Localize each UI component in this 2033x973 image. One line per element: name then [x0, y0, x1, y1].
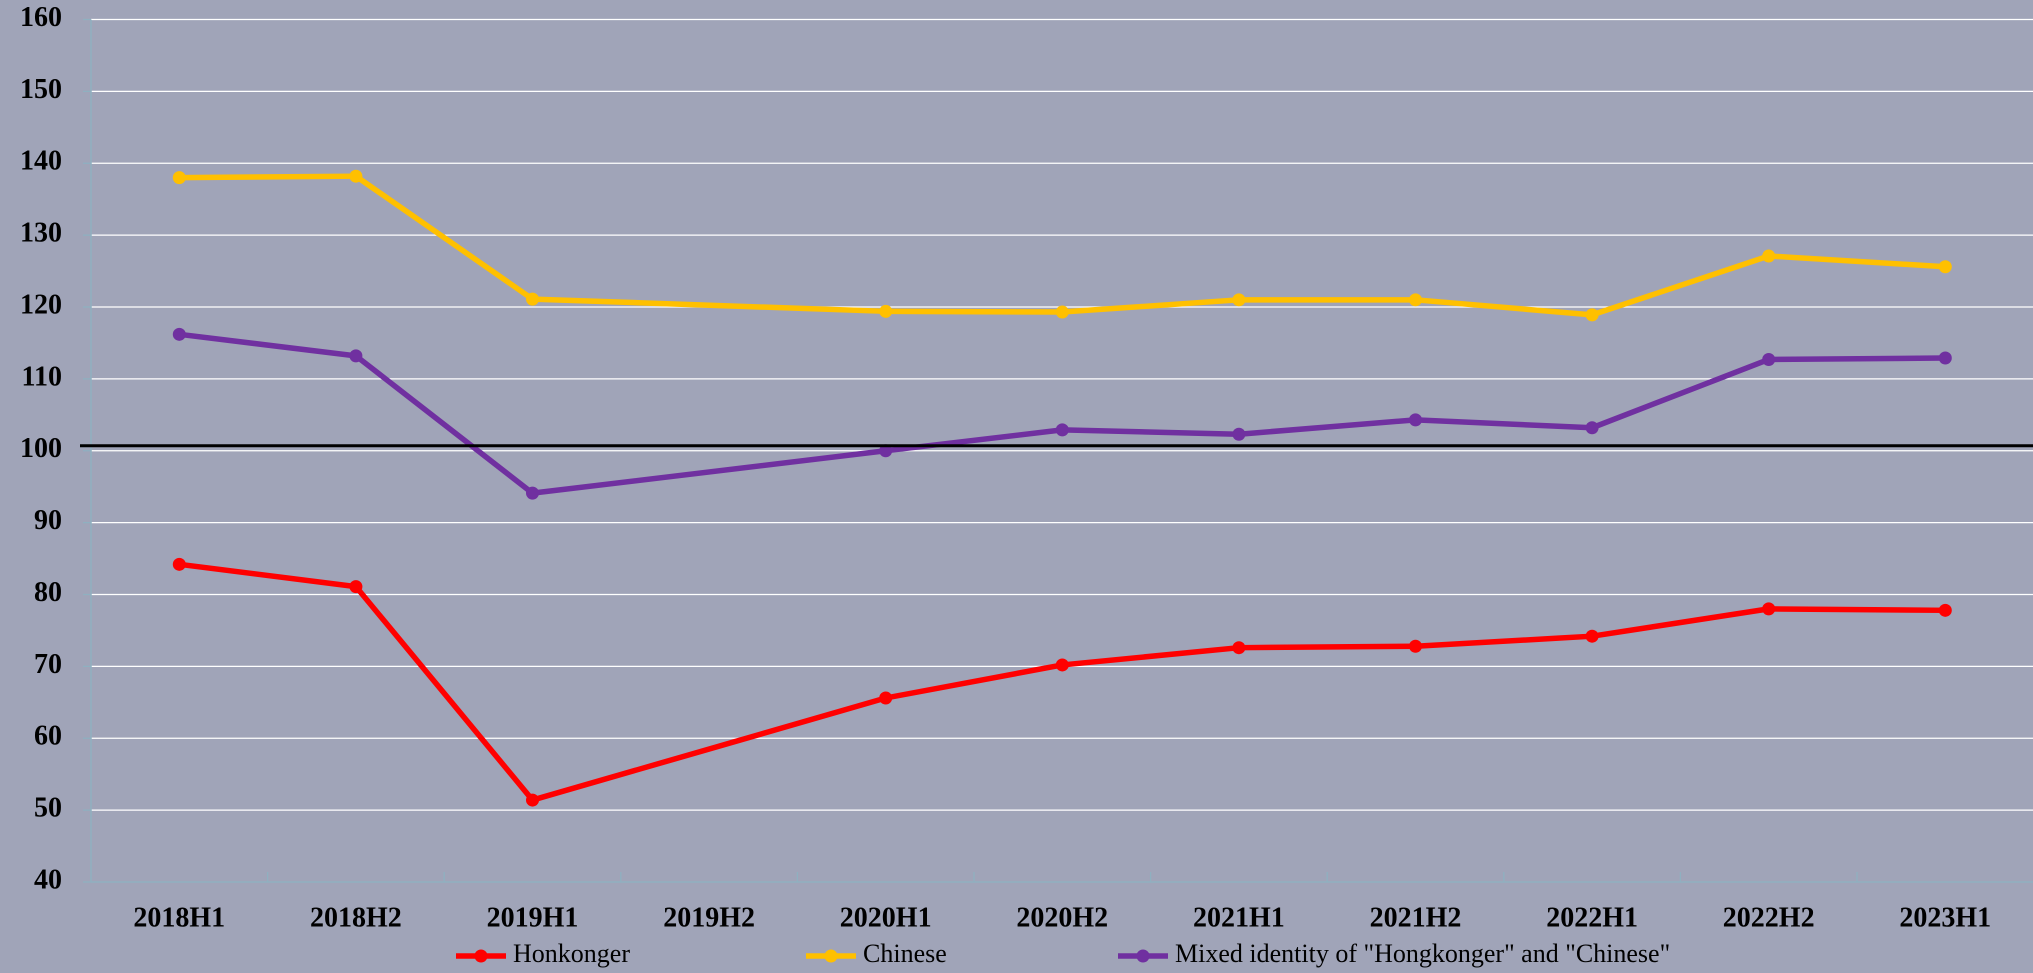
series-line — [1589, 253, 1772, 318]
series-line — [353, 583, 536, 803]
x-tick-label: 2022H1 — [1546, 902, 1638, 933]
x-tick-label: 2021H1 — [1193, 902, 1285, 933]
x-tick-label: 2019H2 — [663, 902, 755, 933]
y-tick-label: 120 — [20, 289, 62, 320]
data-point — [1938, 351, 1952, 365]
series-line — [882, 662, 1066, 701]
series-line — [1412, 297, 1595, 318]
data-point — [172, 557, 186, 571]
series-line — [353, 353, 536, 496]
data-point — [349, 580, 363, 594]
data-point — [1762, 249, 1776, 263]
data-point — [1055, 658, 1069, 672]
legend-marker — [824, 949, 838, 963]
series-line — [1412, 417, 1595, 431]
legend-marker — [474, 949, 488, 963]
data-point — [1762, 352, 1776, 366]
data-point — [1585, 308, 1599, 322]
data-point — [879, 304, 893, 318]
legend-marker — [1136, 949, 1150, 963]
data-point — [879, 444, 893, 458]
x-tick-label: 2018H2 — [310, 902, 402, 933]
data-point — [879, 691, 893, 705]
legend-label: Honkonger — [513, 939, 630, 968]
series-line — [1059, 297, 1242, 315]
series-line — [882, 427, 1066, 454]
y-tick-label: 90 — [34, 505, 62, 536]
data-point — [1409, 413, 1422, 427]
series-line — [529, 695, 889, 803]
series-line — [1765, 355, 1949, 363]
data-point — [349, 349, 363, 363]
y-tick-label: 110 — [22, 361, 62, 392]
data-point — [526, 292, 539, 306]
y-tick-label: 80 — [34, 577, 62, 608]
x-tick-label: 2020H2 — [1016, 902, 1108, 933]
series-line — [176, 561, 359, 590]
data-point — [526, 486, 539, 500]
series-line — [176, 331, 359, 359]
data-point — [1232, 293, 1246, 307]
series-line — [1589, 356, 1772, 431]
data-point — [526, 793, 539, 807]
series-line — [353, 173, 536, 302]
x-tick-label: 2023H1 — [1899, 902, 1991, 933]
data-point — [1938, 260, 1952, 274]
data-point — [1055, 305, 1069, 319]
series-line — [529, 296, 889, 315]
data-point — [349, 169, 363, 183]
series-line — [176, 173, 359, 181]
series-line — [1059, 644, 1242, 668]
y-tick-label: 100 — [20, 433, 62, 464]
series-line — [1059, 427, 1242, 437]
series-line — [1236, 643, 1419, 651]
x-tick-label: 2022H2 — [1723, 902, 1815, 933]
y-tick-label: 160 — [20, 2, 62, 33]
series-line — [529, 448, 889, 496]
y-tick-label: 40 — [34, 864, 62, 895]
series-line — [882, 308, 1066, 315]
data-point — [1409, 293, 1422, 307]
data-point — [1762, 602, 1776, 616]
data-point — [1585, 629, 1599, 643]
legend-label: Mixed identity of "Hongkonger" and "Chin… — [1175, 939, 1670, 968]
x-tick-label: 2020H1 — [840, 902, 932, 933]
y-tick-label: 130 — [20, 218, 62, 249]
data-point — [1232, 427, 1246, 441]
data-point — [172, 327, 186, 341]
series-line — [1765, 253, 1949, 270]
series-line — [1412, 633, 1595, 649]
data-point — [1938, 603, 1952, 617]
x-tick-label: 2019H1 — [487, 902, 579, 933]
y-tick-label: 140 — [20, 146, 62, 177]
series-line — [1765, 606, 1949, 614]
data-point — [1232, 641, 1246, 655]
data-point — [1585, 421, 1599, 435]
data-point — [1409, 639, 1422, 653]
data-point — [172, 171, 186, 185]
series-line — [1589, 606, 1772, 639]
y-tick-label: 70 — [34, 649, 62, 680]
x-tick-label: 2021H2 — [1370, 902, 1462, 933]
x-tick-label: 2018H1 — [133, 902, 225, 933]
y-tick-label: 50 — [34, 793, 62, 824]
series-line — [1236, 417, 1419, 437]
y-tick-label: 60 — [34, 721, 62, 752]
y-tick-label: 150 — [20, 74, 62, 105]
data-point — [1055, 423, 1069, 437]
legend-label: Chinese — [863, 939, 947, 968]
